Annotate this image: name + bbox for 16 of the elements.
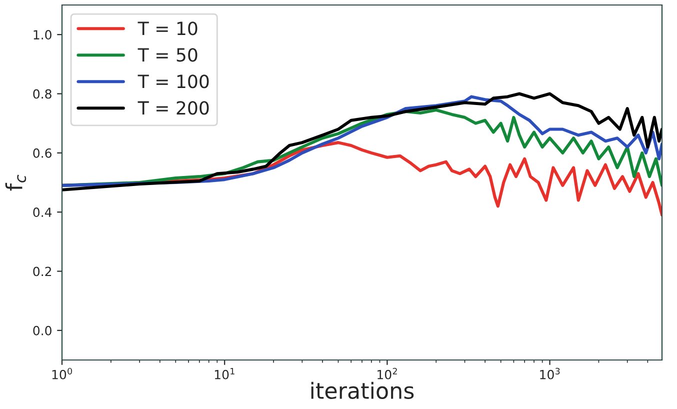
legend-label: T = 100 (138, 74, 209, 88)
x-axis-title: iterations (311, 382, 414, 400)
legend-label: T = 200 (138, 101, 209, 115)
y-tick-label: 0.2 (33, 266, 52, 276)
y-tick-label: 1.0 (34, 30, 52, 40)
legend-label: T = 50 (138, 48, 198, 62)
x-tick-label: 10$^{1}$ (214, 368, 234, 380)
y-axis-title: f$_{c}$ (5, 174, 26, 191)
y-tick-label: 0.8 (33, 89, 52, 99)
x-tick-label: 10$^{3}$ (540, 368, 560, 380)
y-tick-label: 0.4 (33, 208, 52, 218)
y-tick-label: 0.0 (33, 326, 52, 336)
y-tick-label: 0.6 (33, 148, 52, 158)
legend-label: T = 10 (138, 22, 198, 36)
x-tick-label: 10$^{0}$ (52, 368, 72, 380)
x-tick-label: 10$^{2}$ (378, 368, 397, 380)
